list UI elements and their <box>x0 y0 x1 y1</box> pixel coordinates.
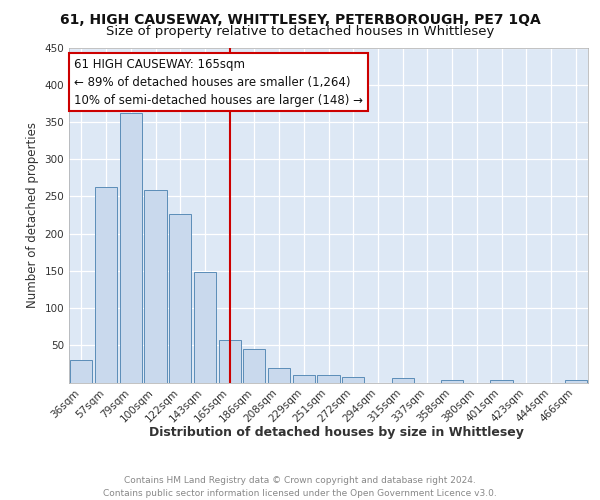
Text: 61 HIGH CAUSEWAY: 165sqm
← 89% of detached houses are smaller (1,264)
10% of sem: 61 HIGH CAUSEWAY: 165sqm ← 89% of detach… <box>74 58 363 106</box>
Bar <box>95 188 117 382</box>
Bar <box>317 375 340 382</box>
Bar <box>565 380 587 382</box>
Bar <box>119 113 142 382</box>
Bar <box>268 368 290 382</box>
Bar <box>293 375 315 382</box>
Bar <box>145 190 167 382</box>
Bar <box>70 360 92 382</box>
Bar <box>392 378 414 382</box>
Y-axis label: Number of detached properties: Number of detached properties <box>26 122 39 308</box>
Text: Distribution of detached houses by size in Whittlesey: Distribution of detached houses by size … <box>149 426 523 439</box>
Bar <box>342 378 364 382</box>
Bar <box>441 380 463 382</box>
Bar <box>169 214 191 382</box>
Text: Contains HM Land Registry data © Crown copyright and database right 2024.
Contai: Contains HM Land Registry data © Crown c… <box>103 476 497 498</box>
Text: Size of property relative to detached houses in Whittlesey: Size of property relative to detached ho… <box>106 25 494 38</box>
Text: 61, HIGH CAUSEWAY, WHITTLESEY, PETERBOROUGH, PE7 1QA: 61, HIGH CAUSEWAY, WHITTLESEY, PETERBORO… <box>59 12 541 26</box>
Bar <box>194 272 216 382</box>
Bar <box>490 380 512 382</box>
Bar <box>218 340 241 382</box>
Bar <box>243 349 265 382</box>
